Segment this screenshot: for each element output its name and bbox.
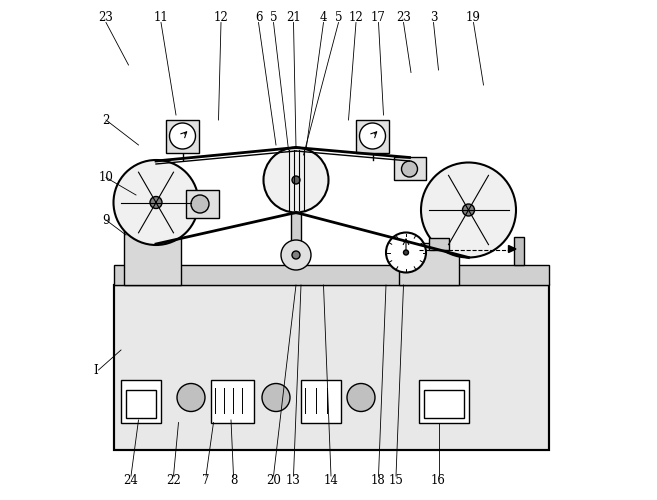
Circle shape [292,176,300,184]
Circle shape [170,123,196,149]
Text: 19: 19 [466,11,481,24]
Text: 7: 7 [202,474,210,486]
Text: 24: 24 [124,474,139,486]
Text: I: I [94,364,99,376]
Bar [301,380,341,422]
Bar [394,158,426,180]
Text: 18: 18 [371,474,386,486]
Text: 16: 16 [431,474,446,486]
Circle shape [347,384,375,411]
Text: 4: 4 [320,11,327,24]
Bar [291,212,301,255]
Bar [186,190,219,218]
Text: 11: 11 [154,11,168,24]
Text: 22: 22 [166,474,181,486]
Circle shape [191,195,209,213]
Text: 6: 6 [255,11,262,24]
Circle shape [114,160,198,245]
Text: 23: 23 [396,11,411,24]
Text: 13: 13 [286,474,301,486]
Text: 5: 5 [270,11,277,24]
Circle shape [403,250,409,255]
Polygon shape [509,246,516,252]
Bar [356,120,388,152]
Text: 23: 23 [99,11,114,24]
Text: 3: 3 [430,11,438,24]
Circle shape [262,384,290,411]
Bar [424,390,463,417]
Text: 12: 12 [214,11,229,24]
Text: 20: 20 [266,474,281,486]
Bar [166,120,198,152]
Bar [121,380,161,422]
Bar [114,265,549,285]
Circle shape [401,161,417,177]
Circle shape [463,204,474,216]
Text: 9: 9 [102,214,110,226]
Text: 8: 8 [230,474,237,486]
Text: 17: 17 [371,11,386,24]
Circle shape [150,196,162,208]
Circle shape [177,384,205,411]
Circle shape [421,162,516,258]
Circle shape [386,232,426,272]
Text: 14: 14 [323,474,338,486]
Circle shape [359,123,386,149]
Text: 10: 10 [99,171,114,184]
Text: 12: 12 [349,11,363,24]
Bar [114,285,549,450]
Bar [211,380,254,422]
Text: 15: 15 [388,474,403,486]
Circle shape [292,251,300,259]
Text: 2: 2 [102,114,110,126]
Circle shape [263,148,328,212]
Bar [399,242,459,285]
Bar [114,285,549,450]
Text: 21: 21 [286,11,301,24]
Bar [126,390,156,417]
Bar [428,238,449,250]
Bar [419,380,468,422]
Bar [514,238,524,265]
Text: 5: 5 [335,11,342,24]
Circle shape [281,240,311,270]
Bar [124,225,181,285]
